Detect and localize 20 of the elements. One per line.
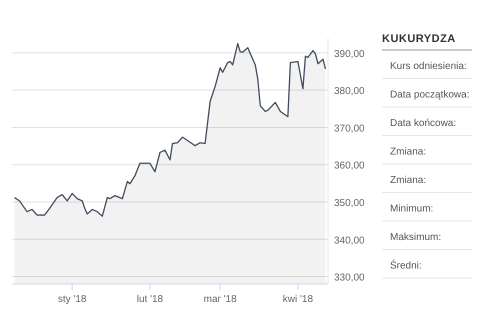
text: Zmiana:: [390, 146, 426, 158]
x-tick-label: lut '18: [136, 294, 164, 305]
y-tick-label: 390,00: [334, 48, 366, 60]
text: Maksimum:: [390, 232, 442, 243]
x-tick-label: sty '18: [58, 294, 87, 305]
y-tick-label: 370,00: [334, 123, 366, 134]
text: Data końcowa:: [390, 118, 456, 129]
text: Minimum:: [390, 204, 434, 214]
text: Kurs odniesienia:: [390, 61, 467, 72]
y-tick-label: 360,00: [334, 160, 366, 172]
text: Zmiana:: [390, 175, 426, 186]
text: Średni:: [390, 260, 422, 272]
y-tick-label: 330,00: [334, 272, 366, 284]
x-tick-label: mar '18: [204, 294, 238, 305]
text: Data początkowa:: [390, 90, 470, 100]
x-tick-label: kwi '18: [282, 294, 314, 305]
y-tick-label: 380,00: [334, 86, 366, 98]
text: KUKURYDZA: [382, 33, 456, 45]
y-tick-label: 350,00: [334, 198, 366, 209]
y-tick-label: 340,00: [334, 235, 366, 246]
